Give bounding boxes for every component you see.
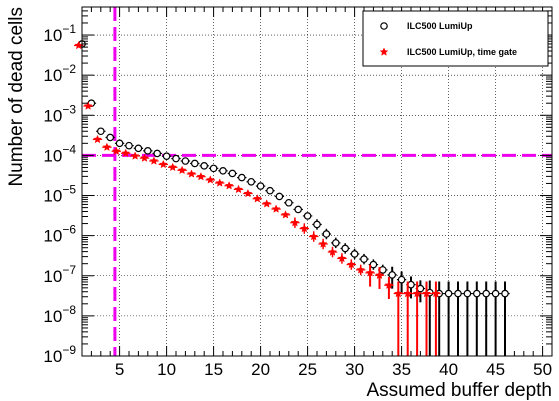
legend: ILC500 LumiUp ILC500 LumiUp, time gate xyxy=(363,11,548,66)
data-point-circle xyxy=(351,251,357,257)
data-point-circle xyxy=(257,183,263,189)
legend-label: ILC500 LumiUp xyxy=(407,21,473,31)
data-point-circle xyxy=(445,290,451,296)
data-point-circle xyxy=(182,158,188,164)
data-point-circle xyxy=(398,276,404,282)
data-point-circle xyxy=(370,261,376,267)
data-point-circle xyxy=(295,206,301,212)
x-tick-label: 50 xyxy=(533,360,552,379)
data-point-circle xyxy=(417,285,423,291)
data-point-circle xyxy=(483,290,489,296)
data-point-circle xyxy=(342,245,348,251)
data-point-circle xyxy=(267,187,273,193)
data-point-circle xyxy=(455,290,461,296)
x-tick-label: 5 xyxy=(115,360,124,379)
data-point-circle xyxy=(145,148,151,154)
data-point-circle xyxy=(389,272,395,278)
x-tick-label: 10 xyxy=(157,360,176,379)
x-tick-label: 40 xyxy=(439,360,458,379)
data-point-circle xyxy=(323,231,329,237)
data-point-circle xyxy=(192,160,198,166)
data-point-circle xyxy=(163,153,169,159)
legend-marker-circle xyxy=(381,23,387,29)
data-point-circle xyxy=(361,256,367,262)
x-tick-label: 25 xyxy=(298,360,317,379)
data-point-circle xyxy=(314,221,320,227)
x-tick-label: 30 xyxy=(345,360,364,379)
y-axis-label: Number of dead cells xyxy=(6,7,27,187)
data-point-circle xyxy=(126,142,132,148)
x-axis-label: Assumed buffer depth xyxy=(366,380,552,401)
data-point-circle xyxy=(220,168,226,174)
data-point-circle xyxy=(276,193,282,199)
data-point-circle xyxy=(135,145,141,151)
data-point-circle xyxy=(408,281,414,287)
data-point-circle xyxy=(173,155,179,161)
x-tick-label: 45 xyxy=(486,360,505,379)
data-point-circle xyxy=(333,240,339,246)
x-tick-label: 20 xyxy=(251,360,270,379)
data-point-circle xyxy=(464,290,470,296)
data-point-circle xyxy=(107,134,113,140)
data-point-circle xyxy=(210,165,216,171)
x-tick-label: 15 xyxy=(204,360,223,379)
data-point-circle xyxy=(248,179,254,185)
data-point-circle xyxy=(304,213,310,219)
data-point-circle xyxy=(229,170,235,176)
data-point-circle xyxy=(474,290,480,296)
data-point-circle xyxy=(502,290,508,296)
data-point-circle xyxy=(492,290,498,296)
data-point-circle xyxy=(116,140,122,146)
legend-box xyxy=(363,11,548,66)
data-point-circle xyxy=(98,128,104,134)
data-point-circle xyxy=(286,200,292,206)
data-point-circle xyxy=(154,150,160,156)
data-point-circle xyxy=(380,267,386,273)
x-tick-label: 35 xyxy=(392,360,411,379)
legend-label: ILC500 LumiUp, time gate xyxy=(407,47,517,57)
data-point-circle xyxy=(201,163,207,169)
data-point-circle xyxy=(239,174,245,180)
